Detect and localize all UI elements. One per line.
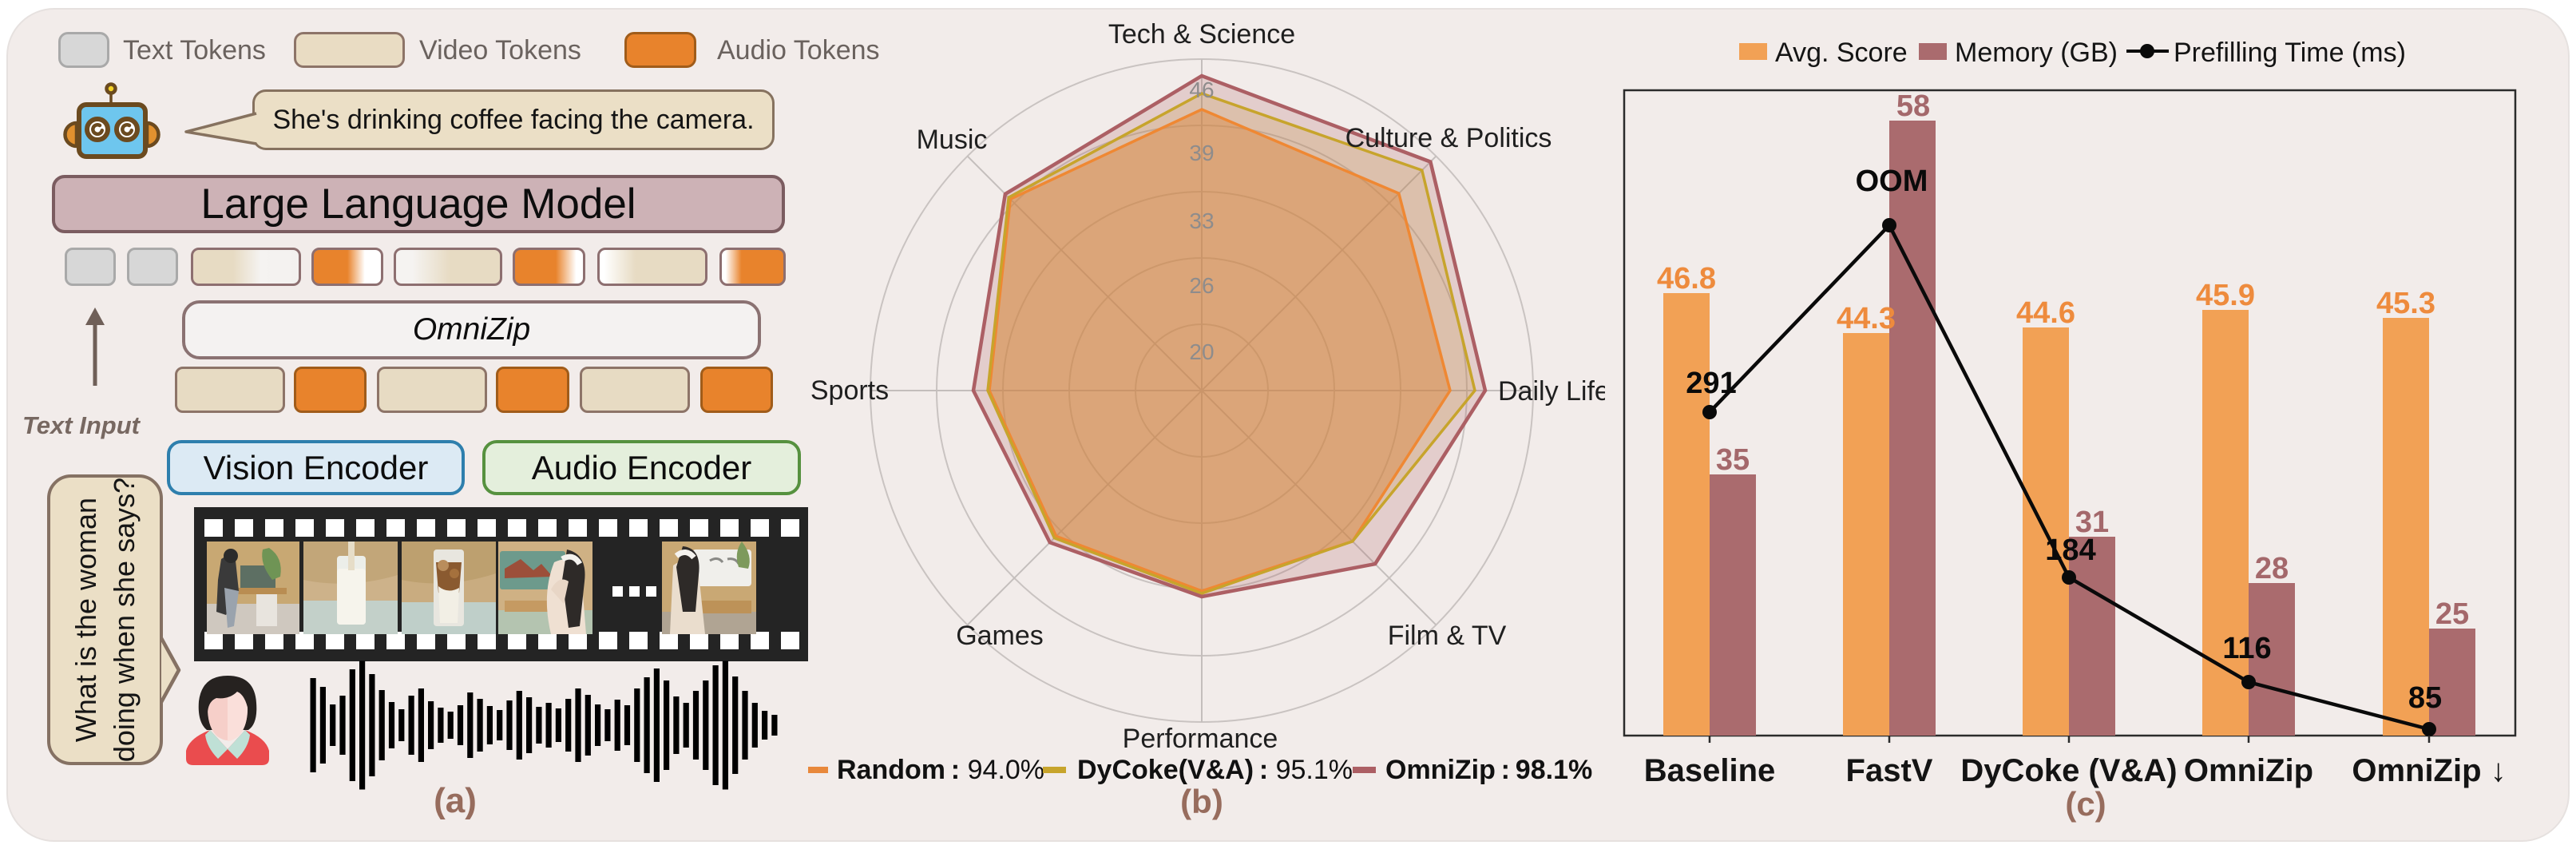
svg-text:Film & TV: Film & TV: [1388, 621, 1507, 651]
svg-text:85: 85: [2408, 681, 2442, 715]
svg-text:Culture & Politics: Culture & Politics: [1345, 123, 1552, 153]
svg-text:44.6: 44.6: [2016, 296, 2075, 330]
svg-text:Games: Games: [956, 621, 1044, 651]
svg-text:291: 291: [1686, 367, 1736, 400]
svg-text:(c): (c): [2065, 785, 2106, 823]
svg-text:25: 25: [2435, 597, 2469, 631]
svg-text:45.9: 45.9: [2196, 279, 2255, 312]
svg-text:184: 184: [2045, 534, 2095, 567]
svg-text:Tech & Science: Tech & Science: [1108, 19, 1295, 50]
svg-text:28: 28: [2255, 552, 2289, 585]
svg-text:35: 35: [1716, 443, 1750, 477]
svg-text:OmniZip: OmniZip: [2184, 753, 2313, 788]
svg-text:31: 31: [2075, 506, 2109, 539]
svg-text:116: 116: [2222, 632, 2271, 665]
svg-text:46: 46: [1189, 77, 1214, 102]
svg-text:45.3: 45.3: [2376, 287, 2435, 320]
svg-text:Memory (GB): Memory (GB): [1955, 38, 2118, 68]
svg-text:Avg. Score: Avg. Score: [1775, 38, 1908, 68]
svg-text:58: 58: [1896, 89, 1930, 123]
svg-text:39: 39: [1189, 141, 1214, 165]
svg-text:46.8: 46.8: [1657, 262, 1716, 296]
svg-text:Prefilling Time (ms): Prefilling Time (ms): [2174, 38, 2406, 68]
svg-text:20: 20: [1189, 339, 1214, 364]
svg-text:DyCoke (V&A): DyCoke (V&A): [1960, 753, 2177, 788]
svg-text:26: 26: [1189, 273, 1214, 298]
svg-text:Music: Music: [917, 125, 988, 155]
svg-text:Daily Life: Daily Life: [1498, 376, 1605, 407]
svg-text:OOM: OOM: [1856, 165, 1928, 198]
svg-text:OmniZip ↓: OmniZip ↓: [2352, 753, 2506, 788]
svg-text:FastV: FastV: [1846, 753, 1933, 788]
svg-text:Sports: Sports: [810, 375, 889, 406]
svg-text:Baseline: Baseline: [1644, 753, 1776, 788]
svg-text:Performance: Performance: [1123, 724, 1278, 754]
svg-text:44.3: 44.3: [1837, 302, 1896, 335]
svg-text:33: 33: [1189, 208, 1214, 233]
